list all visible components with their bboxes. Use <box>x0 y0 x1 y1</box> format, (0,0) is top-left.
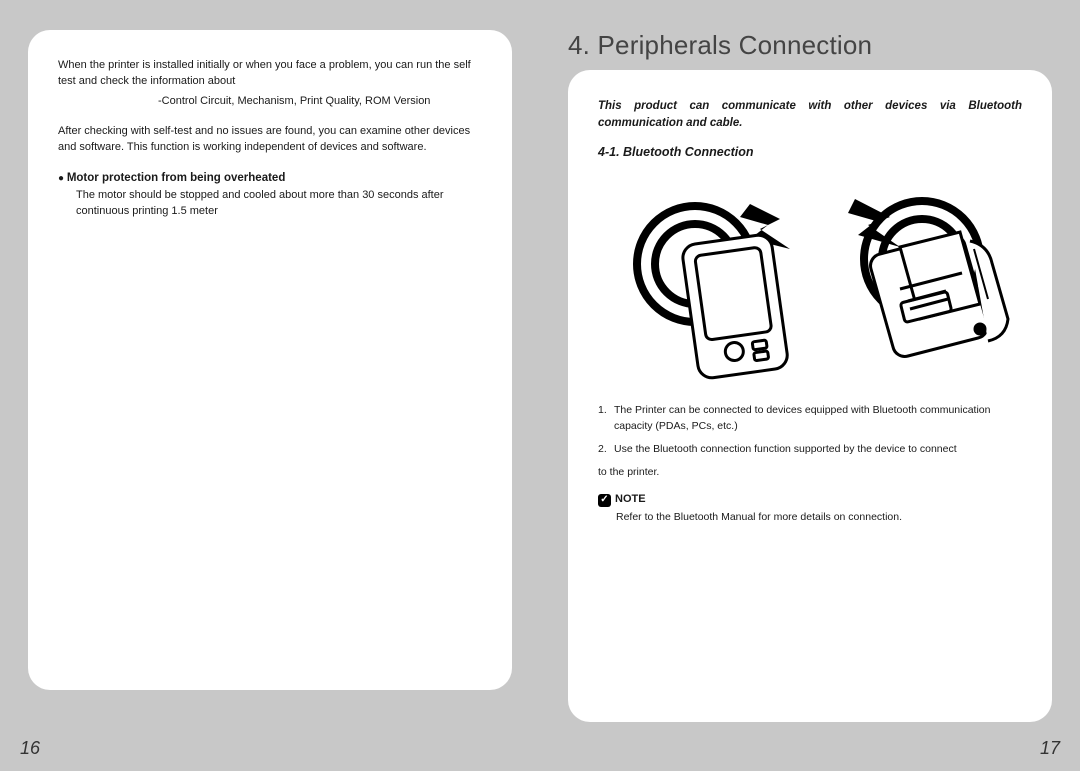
list-item: 2. Use the Bluetooth connection function… <box>598 442 1022 457</box>
page-left: When the printer is installed initially … <box>0 0 540 771</box>
motor-heading: Motor protection from being overheated <box>58 170 482 187</box>
page-card-left: When the printer is installed initially … <box>28 30 512 690</box>
page-number-left: 16 <box>20 738 40 759</box>
note-body: Refer to the Bluetooth Manual for more d… <box>616 510 1022 525</box>
intro-paragraph-1: When the printer is installed initially … <box>58 58 482 90</box>
item-number: 1. <box>598 403 614 433</box>
motor-body: The motor should be stopped and cooled a… <box>76 188 482 220</box>
intro-sub-item: -Control Circuit, Mechanism, Print Quali… <box>158 94 482 110</box>
bluetooth-illustration <box>598 169 1022 389</box>
page-spread: When the printer is installed initially … <box>0 0 1080 771</box>
note-label: ✓ NOTE <box>598 492 1022 508</box>
item-text-cont: to the printer. <box>598 465 1022 480</box>
page-right: 4. Peripherals Connection This product c… <box>540 0 1080 771</box>
check-icon: ✓ <box>598 494 611 507</box>
item-number: 2. <box>598 442 614 457</box>
note-label-text: NOTE <box>615 492 646 508</box>
right-intro: This product can communicate with other … <box>598 98 1022 131</box>
page-card-right: This product can communicate with other … <box>568 70 1052 722</box>
item-text: The Printer can be connected to devices … <box>614 403 1022 433</box>
list-item: 1. The Printer can be connected to devic… <box>598 403 1022 433</box>
intro-paragraph-2: After checking with self-test and no iss… <box>58 124 482 156</box>
item-text: Use the Bluetooth connection function su… <box>614 442 1022 457</box>
numbered-list: 1. The Printer can be connected to devic… <box>598 403 1022 480</box>
subsection-title: 4-1. Bluetooth Connection <box>598 143 1022 161</box>
chapter-title: 4. Peripherals Connection <box>568 30 872 61</box>
page-number-right: 17 <box>1040 738 1060 759</box>
